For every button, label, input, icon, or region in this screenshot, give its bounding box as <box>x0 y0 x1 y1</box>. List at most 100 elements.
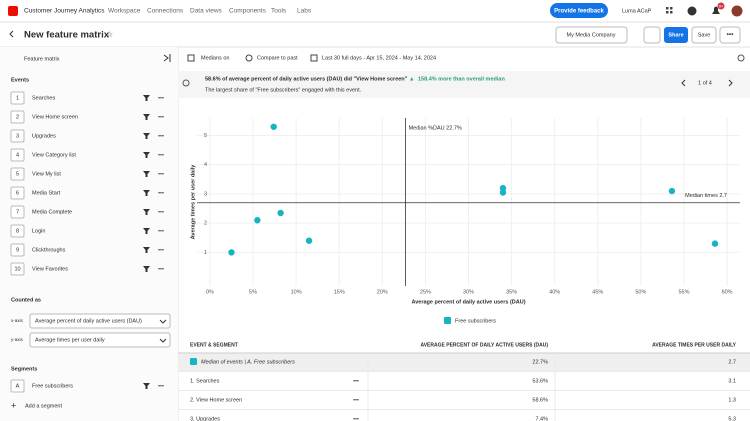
event-index: 2 <box>16 114 19 120</box>
collapse-icon[interactable] <box>163 54 171 62</box>
save-button[interactable] <box>691 26 717 44</box>
apps-icon[interactable] <box>666 7 669 10</box>
nav-item[interactable]: Data views <box>190 8 223 15</box>
y-tick-label: 3 <box>204 191 207 197</box>
nav-item[interactable]: Connections <box>147 8 184 15</box>
y-tick-label: 1 <box>204 250 207 256</box>
select-value: Average percent of daily active users (D… <box>35 318 142 324</box>
toolbar-item[interactable]: Last 30 full days - Apr 15, 2024 - May 1… <box>322 55 436 61</box>
segment-name[interactable]: Free subscribers <box>32 383 73 389</box>
pager-arrows[interactable] <box>681 79 733 87</box>
event-name[interactable]: View Category list <box>32 152 76 158</box>
more-icon[interactable]: ••• <box>353 416 359 421</box>
event-index: 10 <box>14 266 20 272</box>
event-name[interactable]: Login <box>32 228 45 234</box>
insight-toggle[interactable] <box>737 54 745 62</box>
link-button[interactable] <box>643 26 661 44</box>
up-icon: ▲ <box>409 76 414 82</box>
more-icon[interactable]: ••• <box>158 133 164 139</box>
x-tick-label: 55% <box>678 289 689 295</box>
nav-item[interactable]: Labs <box>297 8 312 15</box>
section-label: Segments <box>11 366 37 372</box>
filter-icon[interactable] <box>143 383 150 389</box>
add-segment[interactable]: Add a segment <box>25 403 62 409</box>
filter-icon[interactable] <box>143 133 150 139</box>
index-box <box>10 129 25 143</box>
data-point[interactable] <box>270 123 277 130</box>
more-icon[interactable]: ••• <box>158 171 164 177</box>
event-index: 5 <box>16 171 19 177</box>
share-button[interactable] <box>664 27 688 43</box>
data-point[interactable] <box>668 187 676 195</box>
median-label: Median times 2.7 <box>685 193 727 199</box>
data-point[interactable] <box>254 217 261 224</box>
nav-item[interactable]: Workspace <box>108 8 141 15</box>
more-icon[interactable]: ••• <box>158 383 164 389</box>
event-name[interactable]: Media Start <box>32 190 61 196</box>
more-icon[interactable]: ••• <box>158 152 164 158</box>
data-point[interactable] <box>277 209 284 217</box>
event-name[interactable]: Clickthroughs <box>32 247 66 253</box>
more-icon[interactable]: ••• <box>353 378 359 384</box>
more-button[interactable] <box>719 26 741 44</box>
toolbar-item[interactable]: Compare to past <box>257 55 298 61</box>
more-icon[interactable]: ••• <box>158 228 164 234</box>
more-icon[interactable]: ••• <box>158 114 164 120</box>
filter-icon[interactable] <box>143 209 150 215</box>
nav-item[interactable]: Tools <box>271 8 287 15</box>
x-axis-select[interactable] <box>29 313 171 329</box>
filter-icon[interactable] <box>143 190 150 196</box>
more-icon[interactable]: ••• <box>158 266 164 272</box>
y-axis-select[interactable] <box>29 332 171 348</box>
filter-icon[interactable] <box>143 228 150 234</box>
x-tick-label: 10% <box>291 289 302 295</box>
apps-icon <box>670 7 673 10</box>
event-name[interactable]: Searches <box>32 95 55 101</box>
index-box <box>10 379 25 393</box>
data-point[interactable] <box>499 189 507 196</box>
data-point[interactable] <box>305 237 313 244</box>
index-box <box>10 224 25 238</box>
filter-icon[interactable] <box>143 171 150 177</box>
filter-icon[interactable] <box>143 247 150 253</box>
event-index: 8 <box>16 228 19 234</box>
insight-subtext: The largest share of "Free subscribers" … <box>205 87 362 93</box>
feedback-label: Provide feedback <box>554 9 604 15</box>
company-button[interactable] <box>555 26 628 44</box>
filter-icon[interactable] <box>143 114 150 120</box>
data-point[interactable] <box>499 184 507 192</box>
more-icon[interactable]: ••• <box>353 397 359 403</box>
more-icon[interactable]: ••• <box>158 95 164 101</box>
app-logo[interactable] <box>8 6 18 16</box>
index-box <box>10 243 25 257</box>
star-icon[interactable]: ☆ <box>106 30 113 39</box>
feedback-button[interactable] <box>550 3 608 18</box>
column-header: AVERAGE PERCENT OF DAILY ACTIVE USERS (D… <box>420 342 548 348</box>
more-icon[interactable]: ••• <box>158 209 164 215</box>
filter-icon[interactable] <box>143 152 150 158</box>
data-point[interactable] <box>228 249 235 256</box>
avatar[interactable] <box>731 5 743 17</box>
filter-icon[interactable] <box>143 266 150 272</box>
event-name[interactable]: View Home screen <box>32 114 78 120</box>
event-name[interactable]: Upgrades <box>32 133 56 139</box>
index-box <box>10 110 25 124</box>
more-icon[interactable]: ••• <box>158 247 164 253</box>
filter-icon[interactable] <box>143 95 150 101</box>
section-label: Counted as <box>11 297 41 303</box>
bell-icon[interactable] <box>712 6 720 15</box>
add-icon[interactable]: + <box>11 400 16 410</box>
apps-icon <box>666 11 669 14</box>
report-title: New feature matrix <box>24 30 110 41</box>
toolbar-item[interactable]: Medians on <box>201 55 229 61</box>
data-point[interactable] <box>711 240 719 247</box>
more-icon[interactable]: ••• <box>158 190 164 196</box>
event-name[interactable]: View My list <box>32 171 61 177</box>
back-icon[interactable] <box>9 30 14 38</box>
help-icon[interactable] <box>687 6 697 16</box>
event-name[interactable]: Media Complete <box>32 209 72 215</box>
event-name[interactable]: View Favorites <box>32 266 68 272</box>
save-label: Save <box>698 32 711 38</box>
column-header: EVENT & SEGMENT <box>190 342 238 348</box>
nav-item[interactable]: Components <box>229 8 267 15</box>
